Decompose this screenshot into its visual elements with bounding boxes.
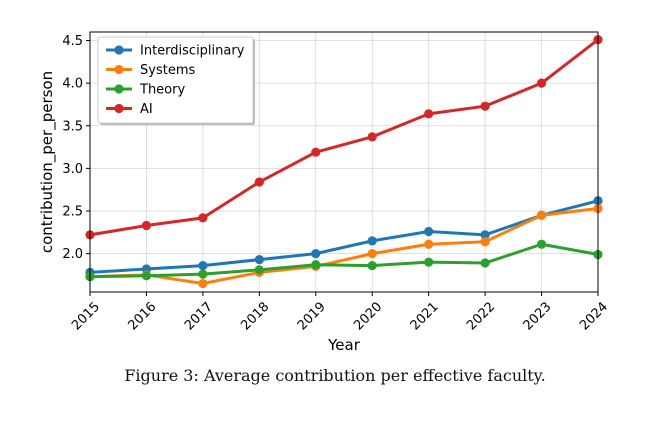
data-point-systems xyxy=(367,249,377,259)
data-point-interdisciplinary xyxy=(198,260,208,271)
data-point-theory xyxy=(536,239,547,249)
data-point-interdisciplinary xyxy=(424,226,434,237)
data-point-ai xyxy=(480,101,490,111)
axes-frame xyxy=(89,31,599,293)
data-point-systems xyxy=(480,237,490,247)
data-point-ai xyxy=(141,220,152,231)
y-tick-label: 3.0 xyxy=(62,162,83,177)
data-point-interdisciplinary xyxy=(367,236,377,246)
data-point-theory xyxy=(311,260,321,270)
figure-caption: Figure 3: Average contribution per effec… xyxy=(124,366,546,385)
y-tick-label: 3.5 xyxy=(62,119,83,134)
legend-swatch-marker-ai xyxy=(114,103,124,114)
x-tick-label: 2020 xyxy=(351,299,385,333)
data-point-systems xyxy=(198,278,208,289)
legend-label-ai: AI xyxy=(140,102,153,117)
data-point-theory xyxy=(424,257,434,267)
y-tick-label: 4.5 xyxy=(62,34,83,49)
line-chart: 2.0 2.5 3.0 3.5 4.0 4.5 2015 2016 2017 2018 2019 20… xyxy=(38,31,611,354)
x-tick-label: 2017 xyxy=(182,299,216,333)
x-tick-label: 2023 xyxy=(521,299,555,333)
data-point-interdisciplinary xyxy=(480,230,490,240)
data-point-theory xyxy=(141,271,152,281)
x-tick-label: 2021 xyxy=(408,299,442,333)
legend-label-systems: Systems xyxy=(140,63,195,78)
y-tick-label: 2.5 xyxy=(62,205,83,220)
data-point-ai xyxy=(367,132,377,142)
x-tick-label: 2018 xyxy=(238,299,272,333)
legend-swatch-marker-systems xyxy=(114,64,124,75)
data-point-ai xyxy=(536,78,547,88)
data-point-theory xyxy=(198,269,208,279)
legend: Interdisciplinary Systems Theory AI xyxy=(97,36,255,125)
legend-label-theory: Theory xyxy=(139,83,185,98)
data-point-ai xyxy=(311,147,321,157)
data-point-theory xyxy=(367,260,377,271)
data-point-ai xyxy=(254,177,264,187)
series-line-ai xyxy=(88,38,600,237)
data-point-systems xyxy=(536,210,547,220)
x-tick-label: 2022 xyxy=(464,299,498,333)
legend-swatch-marker-interdisciplinary xyxy=(114,45,124,55)
series-line-theory xyxy=(88,242,600,279)
data-point-theory xyxy=(254,265,264,275)
y-tick-label: 4.0 xyxy=(62,77,83,92)
series-line-systems xyxy=(88,206,600,285)
data-point-systems xyxy=(424,239,434,249)
data-point-ai xyxy=(198,213,208,223)
y-axis-title: contribution_per_person xyxy=(38,71,57,253)
x-tick-label: 2024 xyxy=(577,299,611,333)
x-tick-label: 2016 xyxy=(125,299,159,333)
legend-swatch-marker-theory xyxy=(114,84,124,94)
series-lines xyxy=(85,35,603,289)
legend-label-interdisciplinary: Interdisciplinary xyxy=(140,44,245,59)
data-point-interdisciplinary xyxy=(311,249,321,259)
data-point-interdisciplinary xyxy=(254,255,264,265)
x-axis-title: Year xyxy=(327,336,361,354)
x-tick-label: 2015 xyxy=(69,299,103,333)
data-point-ai xyxy=(424,109,434,119)
legend-box xyxy=(97,36,254,124)
data-point-theory xyxy=(480,258,490,268)
series-line-interdisciplinary xyxy=(88,199,600,274)
y-tick-label: 2.0 xyxy=(62,247,83,262)
x-tick-label: 2019 xyxy=(295,299,329,333)
